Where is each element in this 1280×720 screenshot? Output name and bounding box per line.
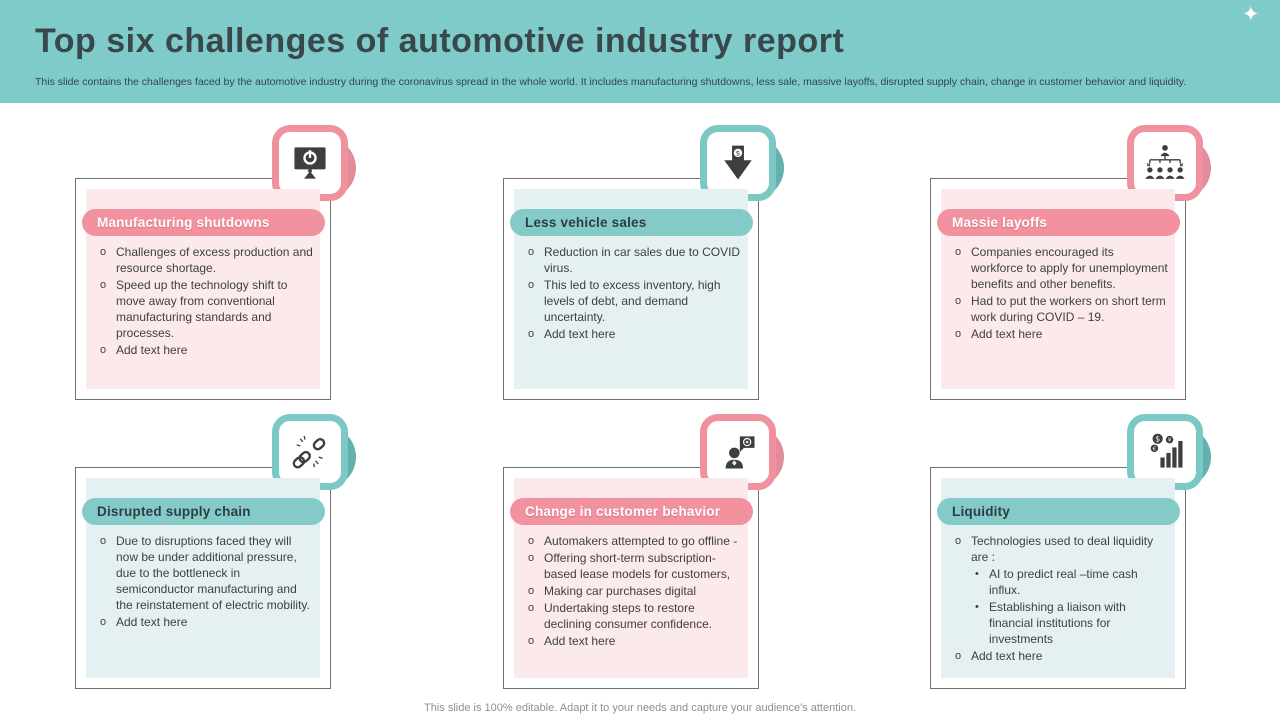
card-title-pill: Less vehicle sales <box>510 209 753 236</box>
bullet-marker: o <box>100 344 107 356</box>
bullet-marker: o <box>528 635 535 647</box>
svg-text:€: € <box>1153 446 1157 452</box>
bullet-text: Reduction in car sales due to COVID viru… <box>544 245 741 275</box>
bullet-item: o Reduction in car sales due to COVID vir… <box>526 244 742 276</box>
page-title: Top six challenges of automotive industr… <box>35 22 845 60</box>
bullet-marker: o <box>528 279 535 291</box>
bullet-list: o Technologies used to deal liquidity are… <box>941 478 1175 665</box>
bullet-item: • Establishing a liaison with financial i… <box>973 599 1169 647</box>
bullet-text: Add text here <box>971 649 1043 663</box>
bullet-item: o Add text here <box>953 648 1169 664</box>
card-change-customer-behavior: Change in customer behavior o Automakers … <box>503 414 784 689</box>
bullet-marker: o <box>955 535 962 547</box>
page-subtitle: This slide contains the challenges faced… <box>35 76 1187 88</box>
bullet-marker: o <box>100 246 107 258</box>
bullet-text: Speed up the technology shift to move aw… <box>116 278 288 340</box>
bullet-item: o Add text here <box>98 342 314 358</box>
bullet-item: o Add text here <box>526 326 742 342</box>
bullet-text: Companies encouraged its workforce to ap… <box>971 245 1168 291</box>
bullet-item: o Automakers attempted to go offline - <box>526 533 742 549</box>
bullet-text: Add text here <box>116 615 188 629</box>
bullet-item: o Making car purchases digital <box>526 583 742 599</box>
card-title-pill: Liquidity <box>937 498 1180 525</box>
bullet-text: Automakers attempted to go offline - <box>544 534 738 548</box>
card-title-pill: Disrupted supply chain <box>82 498 325 525</box>
bullet-list: o Due to disruptions faced they will now … <box>86 478 320 631</box>
bullet-item: • AI to predict real –time cash influx. <box>973 566 1169 598</box>
bullet-item: o Add text here <box>526 633 742 649</box>
bullet-text: Due to disruptions faced they will now b… <box>116 534 310 612</box>
bullet-text: Offering short-term subscription-based l… <box>544 551 731 581</box>
bullet-text: Undertaking steps to restore declining c… <box>544 601 713 631</box>
bullet-item: o Technologies used to deal liquidity are… <box>953 533 1169 565</box>
bullet-text: This led to excess inventory, high level… <box>544 278 721 324</box>
bullet-list: o Automakers attempted to go offline - o Of… <box>514 478 748 650</box>
bullet-list: o Reduction in car sales due to COVID vir… <box>514 189 748 343</box>
card-massie-layoffs: Massie layoffs o Companies encouraged its… <box>930 125 1211 400</box>
sparkle-icon: ✦ <box>1242 3 1260 26</box>
footer-note: This slide is 100% editable. Adapt it to… <box>424 702 856 714</box>
bullet-marker: o <box>528 552 535 564</box>
bullet-text: Add text here <box>544 327 616 341</box>
bullet-marker: o <box>100 535 107 547</box>
bullet-item: o Offering short-term subscription-based … <box>526 550 742 582</box>
card-manufacturing-shutdowns: Manufacturing shutdowns o Challenges of e… <box>75 125 356 400</box>
card-title-pill: Change in customer behavior <box>510 498 753 525</box>
bullet-marker: • <box>975 568 979 580</box>
bullet-list: o Challenges of excess production and res… <box>86 189 320 359</box>
bullet-marker: o <box>528 535 535 547</box>
bullet-text: Challenges of excess production and reso… <box>116 245 313 275</box>
bullet-item: o Speed up the technology shift to move a… <box>98 277 314 341</box>
bullet-marker: o <box>528 585 535 597</box>
bullet-marker: • <box>975 601 979 613</box>
bullet-item: o Had to put the workers on short term wo… <box>953 293 1169 325</box>
bullet-marker: o <box>528 602 535 614</box>
card-title-pill: Manufacturing shutdowns <box>82 209 325 236</box>
svg-text:$: $ <box>736 149 741 158</box>
bullet-text: AI to predict real –time cash influx. <box>989 567 1138 597</box>
bullet-text: Technologies used to deal liquidity are … <box>971 534 1154 564</box>
bullet-marker: o <box>955 328 962 340</box>
card-icon-badge <box>272 125 356 201</box>
card-disrupted-supply-chain: Disrupted supply chain o Due to disruptio… <box>75 414 356 689</box>
bullet-item: o Companies encouraged its workforce to a… <box>953 244 1169 292</box>
bullet-text: Establishing a liaison with financial in… <box>989 600 1126 646</box>
bullet-marker: o <box>955 295 962 307</box>
bullet-item: o Undertaking steps to restore declining … <box>526 600 742 632</box>
bullet-marker: o <box>528 328 535 340</box>
card-icon-badge: $ <box>700 125 784 201</box>
bullet-marker: o <box>100 616 107 628</box>
monitor-power-icon <box>272 125 348 201</box>
bullet-text: Had to put the workers on short term wor… <box>971 294 1166 324</box>
svg-text:¥: ¥ <box>1168 438 1172 444</box>
bullet-marker: o <box>100 279 107 291</box>
bullet-item: o Add text here <box>953 326 1169 342</box>
bullet-text: Add text here <box>544 634 616 648</box>
svg-text:$: $ <box>1155 434 1160 443</box>
bullet-list: o Companies encouraged its workforce to a… <box>941 189 1175 343</box>
header-band: Top six challenges of automotive industr… <box>0 0 1280 103</box>
bullet-item: o This led to excess inventory, high leve… <box>526 277 742 325</box>
card-liquidity: $ ¥ € Liquidity o Technologies used to de… <box>930 414 1211 689</box>
card-title-pill: Massie layoffs <box>937 209 1180 236</box>
bullet-item: o Due to disruptions faced they will now … <box>98 533 314 613</box>
card-less-vehicle-sales: $ Less vehicle sales o Reduction in car s… <box>503 125 784 400</box>
bullet-marker: o <box>955 650 962 662</box>
bullet-marker: o <box>955 246 962 258</box>
bullet-item: o Add text here <box>98 614 314 630</box>
bullet-text: Add text here <box>971 327 1043 341</box>
bullet-item: o Challenges of excess production and res… <box>98 244 314 276</box>
bullet-marker: o <box>528 246 535 258</box>
bullet-text: Add text here <box>116 343 188 357</box>
bullet-text: Making car purchases digital <box>544 584 697 598</box>
